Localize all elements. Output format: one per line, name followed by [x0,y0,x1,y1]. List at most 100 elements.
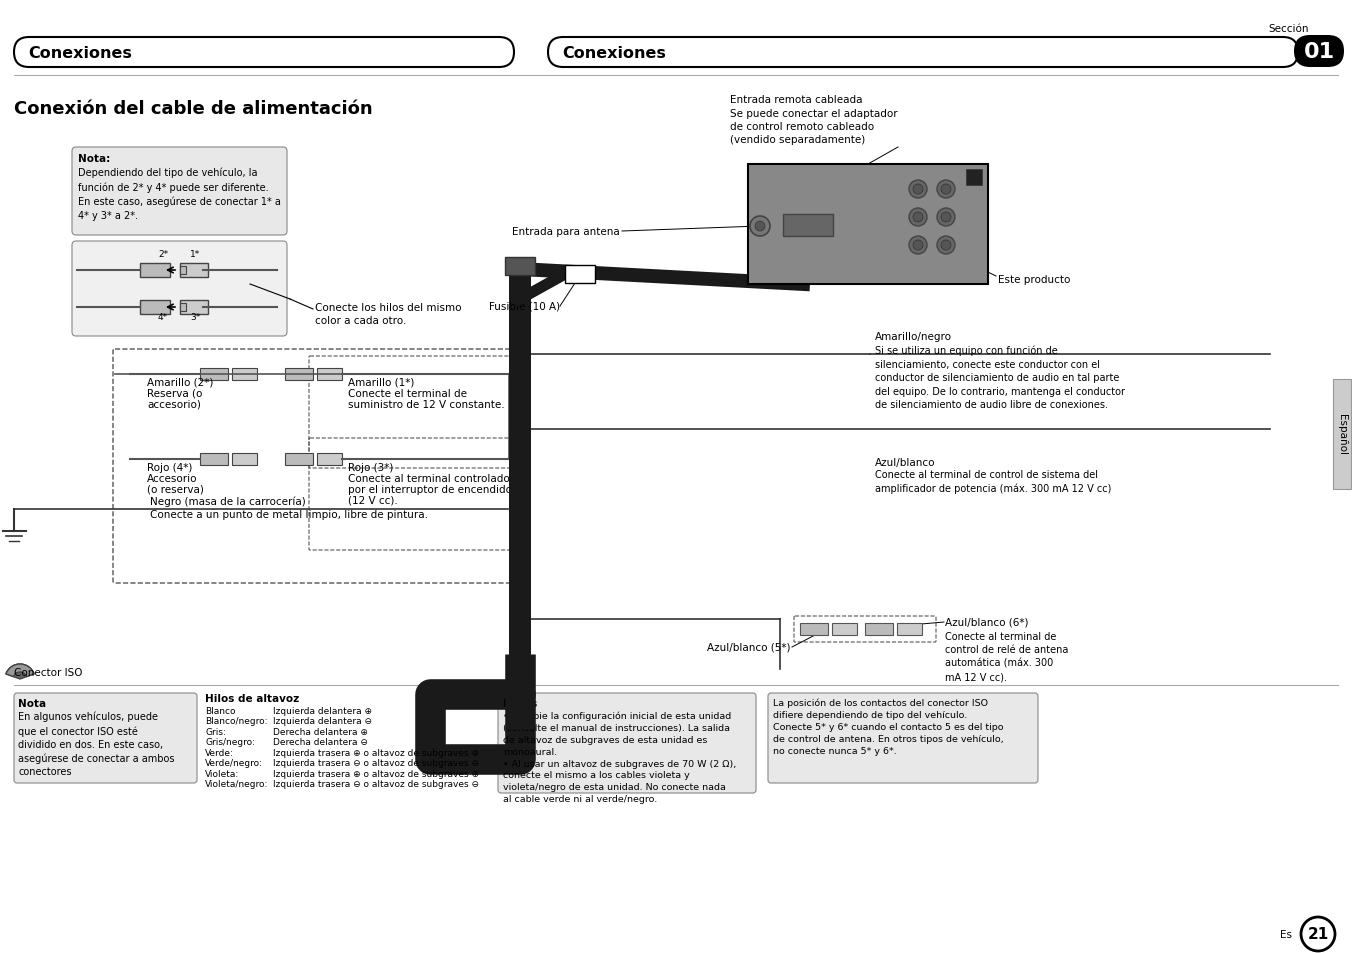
Text: La posición de los contactos del conector ISO
difiere dependiendo de tipo del ve: La posición de los contactos del conecto… [773,699,1003,756]
Bar [141,301,170,314]
Text: Rojo (3*): Rojo (3*) [347,462,393,473]
Text: Conexiones: Conexiones [28,46,132,60]
Text: (o reserva): (o reserva) [147,484,204,495]
Text: Negro (masa de la carrocería): Negro (masa de la carrocería) [150,497,306,507]
Text: Verde:: Verde: [206,748,234,758]
Text: 2*: 2* [158,250,168,258]
Text: Español: Español [1337,414,1347,455]
Text: Conexiones: Conexiones [562,46,667,60]
Bar [180,301,208,314]
Circle shape [909,209,927,227]
Text: Entrada remota cableada
Se puede conectar el adaptador
de control remoto cablead: Entrada remota cableada Se puede conecta… [730,95,898,145]
Bar [565,266,595,284]
Text: Conecte el terminal de: Conecte el terminal de [347,389,466,398]
FancyBboxPatch shape [498,693,756,793]
Bar [285,454,314,465]
FancyBboxPatch shape [72,148,287,235]
Text: Blanco: Blanco [206,706,235,716]
Bar [180,304,187,312]
FancyBboxPatch shape [14,693,197,783]
Bar [748,165,988,285]
Text: Amarillo (1*): Amarillo (1*) [347,377,414,388]
Bar [316,454,342,465]
Bar [865,623,894,636]
Circle shape [913,213,923,223]
Text: Derecha delantera ⊖: Derecha delantera ⊖ [273,738,368,747]
Text: Izquierda delantera ⊕: Izquierda delantera ⊕ [273,706,372,716]
Text: Hilos de altavoz: Hilos de altavoz [206,693,299,703]
Text: Reserva (o: Reserva (o [147,389,203,398]
Text: (12 V cc).: (12 V cc). [347,496,397,505]
Text: Notas: Notas [503,699,537,708]
Text: Conecte al terminal controlado: Conecte al terminal controlado [347,474,510,483]
Text: 1*: 1* [189,250,200,258]
Bar [783,214,833,236]
Text: Izquierda trasera ⊕ o altavoz de subgraves ⊕: Izquierda trasera ⊕ o altavoz de subgrav… [273,769,479,779]
Text: Izquierda trasera ⊕ o altavoz de subgraves ⊕: Izquierda trasera ⊕ o altavoz de subgrav… [273,748,479,758]
Text: Izquierda delantera ⊖: Izquierda delantera ⊖ [273,717,372,726]
Circle shape [941,241,950,251]
Text: por el interruptor de encendido: por el interruptor de encendido [347,484,512,495]
Text: accesorio): accesorio) [147,399,201,410]
Text: Amarillo (2*): Amarillo (2*) [147,377,214,388]
Text: 21: 21 [1307,926,1329,942]
Text: • Cambie la configuración inicial de esta unidad
(consulte el manual de instrucc: • Cambie la configuración inicial de est… [503,711,737,803]
Text: Violeta/negro:: Violeta/negro: [206,780,269,789]
Bar [506,257,535,275]
Text: Rojo (4*): Rojo (4*) [147,462,192,473]
Text: Si se utiliza un equipo con función de
silenciamiento, conecte este conductor co: Si se utiliza un equipo con función de s… [875,346,1125,410]
Text: Entrada para antena: Entrada para antena [512,227,621,236]
Circle shape [754,222,765,232]
Text: Gris/negro:: Gris/negro: [206,738,256,747]
Text: Amarillo/negro: Amarillo/negro [875,332,952,341]
Circle shape [750,216,771,236]
Text: Accesorio: Accesorio [147,474,197,483]
Circle shape [937,209,955,227]
Text: Izquierda trasera ⊖ o altavoz de subgraves ⊖: Izquierda trasera ⊖ o altavoz de subgrav… [273,759,479,768]
Bar [800,623,827,636]
Text: Dependiendo del tipo de vehículo, la
función de 2* y 4* puede ser diferente.
En : Dependiendo del tipo de vehículo, la fun… [78,168,281,220]
Bar [965,170,982,186]
Bar [285,369,314,380]
Bar [180,267,187,274]
Text: Conecte los hilos del mismo
color a cada otro.: Conecte los hilos del mismo color a cada… [315,303,461,326]
Text: Violeta:: Violeta: [206,769,239,779]
Bar [200,369,228,380]
Text: Nota: Nota [18,699,46,708]
Bar [233,454,257,465]
Text: Nota:: Nota: [78,153,111,164]
Bar [1333,379,1351,490]
Text: 3*: 3* [189,313,200,322]
Bar [831,623,857,636]
Text: Conecte al terminal de
control de relé de antena
automática (máx. 300
mA 12 V cc: Conecte al terminal de control de relé d… [945,631,1068,681]
FancyBboxPatch shape [14,38,514,68]
Text: 4*: 4* [158,313,168,322]
Circle shape [913,241,923,251]
Bar [233,369,257,380]
Wedge shape [5,664,34,677]
Text: Conecte a un punto de metal limpio, libre de pintura.: Conecte a un punto de metal limpio, libr… [150,510,429,519]
Circle shape [937,181,955,199]
Text: Azul/blanco (5*): Azul/blanco (5*) [707,642,790,652]
Bar [141,264,170,277]
Bar [200,454,228,465]
FancyBboxPatch shape [1294,36,1344,68]
Wedge shape [5,664,34,679]
Text: Este producto: Este producto [998,274,1071,285]
Text: suministro de 12 V constante.: suministro de 12 V constante. [347,399,504,410]
Bar [180,264,208,277]
Bar [896,623,922,636]
Circle shape [937,236,955,254]
FancyBboxPatch shape [72,242,287,336]
Text: Azul/blanco (6*): Azul/blanco (6*) [945,618,1029,627]
Text: Es: Es [1280,929,1293,939]
Text: Fusible (10 A): Fusible (10 A) [489,302,560,312]
Circle shape [909,236,927,254]
Bar [316,369,342,380]
Circle shape [941,185,950,194]
FancyBboxPatch shape [768,693,1038,783]
Circle shape [1301,917,1334,951]
Text: Conecte al terminal de control de sistema del
amplificador de potencia (máx. 300: Conecte al terminal de control de sistem… [875,470,1111,494]
Bar [508,260,531,734]
Circle shape [913,185,923,194]
